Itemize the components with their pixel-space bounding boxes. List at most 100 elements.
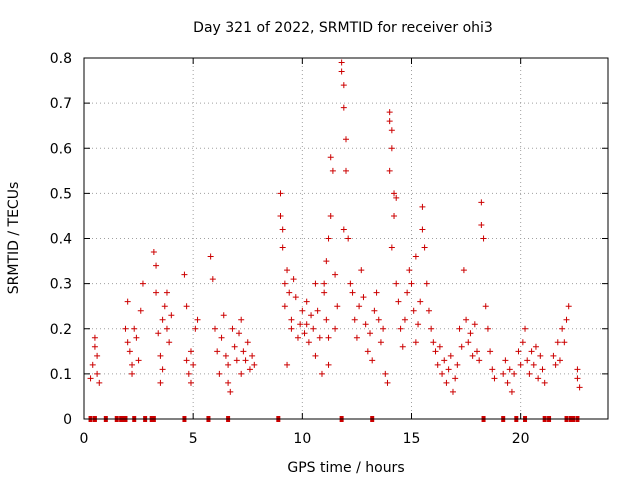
data-point — [277, 190, 284, 197]
data-point — [382, 370, 389, 377]
data-points — [87, 59, 583, 395]
data-point — [391, 190, 398, 197]
data-point — [471, 321, 478, 328]
y-tick-labels: 0 0.1 0.2 0.3 0.4 0.5 0.6 0.7 0.8 — [50, 51, 72, 428]
data-point — [484, 325, 491, 332]
data-point — [463, 316, 470, 323]
data-point — [129, 361, 136, 368]
data-point — [528, 348, 535, 355]
data-point — [419, 203, 426, 210]
y-tick-label: 0.8 — [50, 51, 72, 67]
data-point — [404, 289, 411, 296]
data-point — [406, 267, 413, 274]
data-point — [500, 370, 507, 377]
x-tick-label: 10 — [293, 431, 311, 447]
data-point — [89, 361, 96, 368]
data-point — [249, 352, 256, 359]
data-point — [388, 145, 395, 152]
data-point — [238, 316, 245, 323]
data-point — [122, 325, 129, 332]
data-point — [349, 289, 356, 296]
data-point — [288, 325, 295, 332]
data-point — [386, 118, 393, 125]
data-point — [393, 280, 400, 287]
data-point — [139, 280, 146, 287]
data-point — [321, 280, 328, 287]
data-point — [506, 366, 513, 373]
data-point — [159, 316, 166, 323]
data-point — [465, 339, 472, 346]
data-point — [284, 267, 291, 274]
data-point — [393, 194, 400, 201]
data-point — [552, 361, 559, 368]
data-point — [238, 370, 245, 377]
data-point — [401, 316, 408, 323]
data-point — [294, 334, 301, 341]
data-point — [340, 226, 347, 233]
data-point — [126, 348, 133, 355]
data-point — [395, 298, 402, 305]
x-tick-label: 20 — [512, 431, 530, 447]
x-tick-label: 0 — [80, 431, 89, 447]
data-point — [323, 316, 330, 323]
data-point — [87, 375, 94, 382]
data-point — [417, 298, 424, 305]
data-point — [194, 316, 201, 323]
data-point — [183, 303, 190, 310]
data-point — [332, 271, 339, 278]
data-point — [480, 235, 487, 242]
data-point — [386, 109, 393, 116]
data-point — [161, 303, 168, 310]
data-point — [303, 321, 310, 328]
data-point — [478, 221, 485, 228]
y-tick-label: 0.5 — [50, 186, 72, 202]
data-point — [467, 330, 474, 337]
data-point — [216, 370, 223, 377]
data-point — [559, 325, 566, 332]
data-point — [183, 357, 190, 364]
data-point — [129, 370, 136, 377]
data-point — [279, 226, 286, 233]
grid-lines — [84, 58, 608, 419]
data-point — [574, 366, 581, 373]
data-point — [277, 212, 284, 219]
data-point — [340, 82, 347, 89]
data-point — [478, 199, 485, 206]
data-point — [325, 361, 332, 368]
data-point — [460, 267, 467, 274]
data-point — [233, 357, 240, 364]
data-point — [318, 370, 325, 377]
data-point — [474, 348, 480, 355]
data-point — [131, 325, 138, 332]
data-point — [436, 343, 443, 350]
data-point — [353, 334, 360, 341]
data-point — [371, 307, 378, 314]
data-point — [515, 348, 522, 355]
data-point — [375, 316, 382, 323]
data-point — [207, 253, 214, 260]
data-point — [399, 343, 406, 350]
data-point — [340, 104, 347, 111]
data-point — [441, 357, 448, 364]
data-point — [397, 325, 404, 332]
data-point — [212, 325, 218, 332]
data-point — [388, 127, 395, 134]
data-point — [168, 312, 175, 319]
data-point — [347, 280, 354, 287]
data-point — [556, 357, 563, 364]
data-point — [281, 303, 288, 310]
data-point — [244, 339, 251, 346]
chart-title: Day 321 of 2022, SRMTID for receiver ohi… — [193, 20, 493, 36]
data-point — [364, 348, 371, 355]
data-point — [561, 339, 568, 346]
data-point — [153, 289, 160, 296]
y-tick-label: 0.4 — [50, 232, 72, 248]
data-point — [153, 262, 160, 269]
data-point — [231, 343, 238, 350]
data-point — [454, 361, 461, 368]
data-point — [445, 366, 452, 373]
data-point — [323, 258, 330, 265]
data-point — [124, 298, 131, 305]
data-point — [308, 312, 315, 319]
